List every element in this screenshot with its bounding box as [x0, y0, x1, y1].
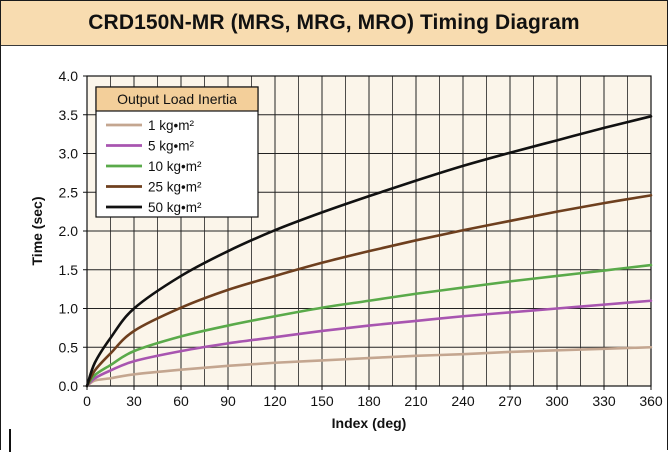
series-line-2 — [85, 299, 653, 388]
x-tick-label: 30 — [126, 393, 142, 409]
legend-item-label: 50 kg•m² — [148, 200, 202, 215]
series-layer — [85, 115, 653, 388]
y-tick-label: 0.5 — [59, 339, 79, 355]
x-tick-label: 180 — [357, 393, 381, 409]
legend-item-label: 10 kg•m² — [148, 159, 202, 174]
legend: Output Load Inertia 1 kg•m² 5 kg•m² 10 kg•… — [95, 86, 259, 218]
x-tick-label: 150 — [310, 393, 334, 409]
y-tick-label: 1.5 — [59, 262, 79, 278]
axis-layer: 0 30 60 90 120 150 180 210 240 270 300 330 360 0.0 0.5… — [59, 68, 663, 409]
x-tick-label: 90 — [220, 393, 236, 409]
y-tick-label: 2.0 — [59, 223, 79, 239]
legend-item-label: 25 kg•m² — [148, 180, 202, 195]
x-tick-label: 210 — [404, 393, 428, 409]
x-tick-label: 300 — [545, 393, 569, 409]
legend-item-label: 5 kg•m² — [148, 139, 194, 154]
legend-items: 1 kg•m² 5 kg•m² 10 kg•m² 25 kg•m² 50 kg•m² — [106, 118, 202, 215]
y-tick-label: 1.0 — [59, 301, 79, 317]
series-line-1 — [85, 345, 653, 388]
x-tick-label: 360 — [639, 393, 663, 409]
x-tick-label: 330 — [592, 393, 616, 409]
y-tick-label: 0.0 — [59, 378, 79, 394]
timing-chart: 0 30 60 90 120 150 180 210 240 270 300 330 360 0.0 0.5… — [29, 68, 663, 431]
x-tick-label: 0 — [83, 393, 91, 409]
legend-header — [95, 86, 259, 112]
y-tick-label: 3.0 — [59, 146, 79, 162]
title-bar: CRD150N-MR (MRS, MRG, MRO) Timing Diagra… — [1, 1, 667, 46]
legend-title: Output Load Inertia — [117, 91, 237, 107]
y-axis-label: Time (sec) — [29, 197, 45, 266]
x-tick-label: 120 — [263, 393, 287, 409]
y-tick-label: 2.5 — [59, 184, 79, 200]
series-line-5 — [85, 115, 653, 388]
frame-left-rule — [9, 429, 11, 452]
y-tick-label: 4.0 — [59, 68, 79, 84]
x-tick-label: 240 — [451, 393, 475, 409]
y-tick-label: 3.5 — [59, 107, 79, 123]
chart-title: CRD150N-MR (MRS, MRG, MRO) Timing Diagra… — [88, 11, 580, 34]
series-line-4 — [85, 194, 653, 388]
series-line-3 — [85, 263, 653, 388]
x-axis-label: Index (deg) — [332, 415, 407, 431]
x-tick-label: 270 — [498, 393, 522, 409]
x-tick-label: 60 — [173, 393, 189, 409]
legend-item-label: 1 kg•m² — [148, 118, 194, 133]
